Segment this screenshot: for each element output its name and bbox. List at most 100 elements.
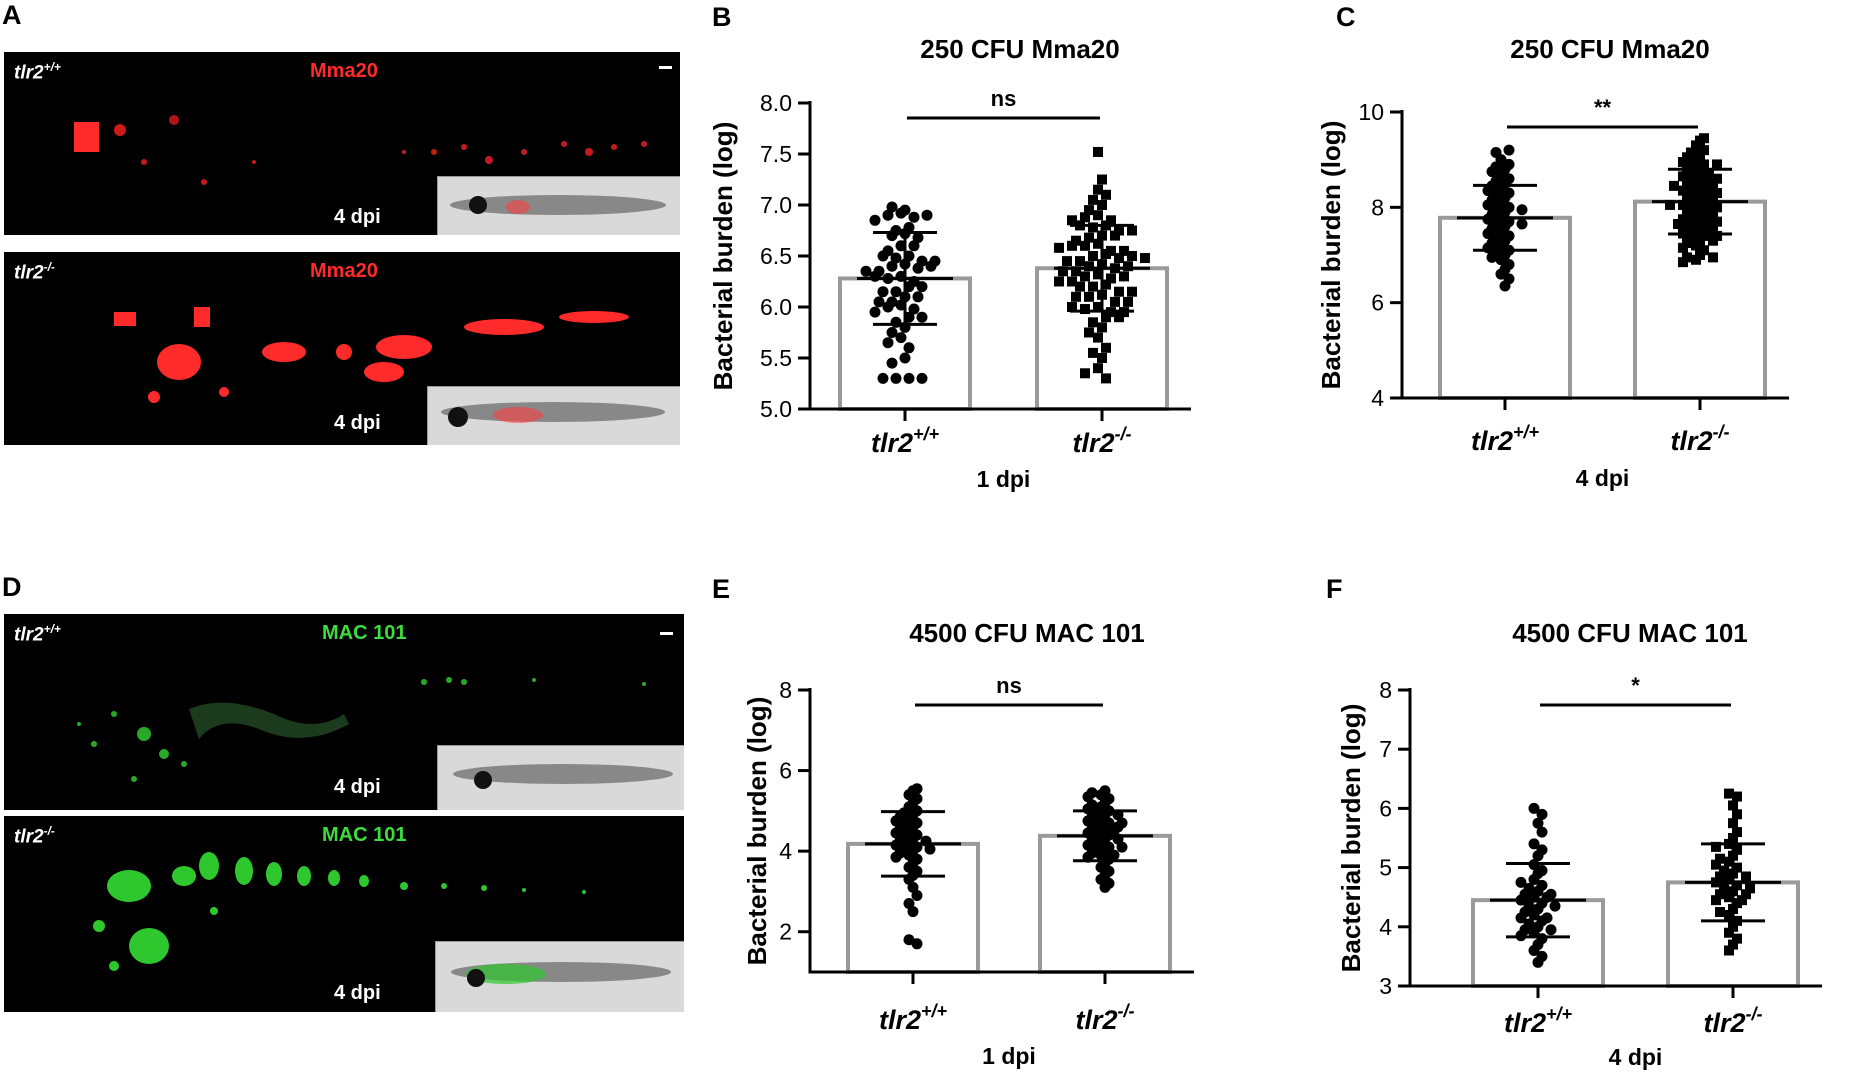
data-point	[1732, 791, 1742, 802]
x-axis-label: 4 dpi	[1576, 465, 1630, 491]
dpi-label: 4 dpi	[334, 776, 381, 798]
data-point	[1691, 154, 1701, 165]
data-point	[1708, 252, 1718, 263]
data-point	[903, 372, 915, 384]
data-point	[1114, 225, 1124, 236]
y-tick-label: 6.5	[760, 243, 792, 269]
data-point	[1106, 215, 1116, 226]
data-point	[1728, 800, 1738, 811]
data-point	[1711, 841, 1721, 852]
data-point	[873, 296, 885, 308]
data-point	[860, 265, 872, 277]
data-point	[1711, 859, 1721, 870]
y-axis-label: Bacterial burden (log)	[708, 122, 738, 391]
data-point	[911, 938, 923, 950]
data-point	[916, 372, 928, 384]
data-point	[1678, 257, 1688, 268]
brightfield-inset	[437, 745, 684, 810]
data-point	[907, 906, 919, 918]
y-axis-label: Bacterial burden (log)	[1336, 704, 1366, 973]
fluorescence-image	[114, 307, 629, 403]
data-point	[1067, 240, 1077, 251]
data-point	[1486, 166, 1498, 178]
y-tick-label: 8	[1379, 677, 1392, 703]
data-point	[1058, 266, 1068, 277]
data-point	[912, 262, 924, 274]
data-point	[1088, 281, 1098, 292]
y-tick-label: 7.5	[760, 141, 792, 167]
chart-title: 4500 CFU MAC 101	[909, 618, 1145, 648]
data-point	[1054, 276, 1064, 287]
data-point	[1515, 876, 1527, 888]
y-tick-label: 6.0	[760, 294, 792, 320]
scale-bar	[660, 632, 673, 635]
panel-letter-d: D	[2, 572, 22, 602]
data-point	[1088, 194, 1098, 205]
data-point	[908, 211, 920, 223]
data-point	[1691, 168, 1701, 179]
data-point	[1110, 230, 1120, 241]
data-point	[1075, 256, 1085, 267]
data-point	[1071, 266, 1081, 277]
data-point	[1127, 251, 1137, 261]
data-point	[1678, 242, 1688, 253]
data-point	[1099, 881, 1111, 893]
data-point	[882, 301, 894, 313]
data-point	[1097, 322, 1107, 333]
chart-c: C 250 CFU Mma20 Bacterial burden (log) 4 6 8 1…	[1316, 2, 1789, 491]
data-point	[1691, 140, 1701, 151]
data-point	[1728, 818, 1738, 829]
data-point	[1691, 226, 1701, 237]
x-tick-label: tlr2+/+	[879, 1001, 948, 1035]
dpi-label: 4 dpi	[334, 982, 381, 1004]
significance-label: *	[1631, 673, 1640, 698]
data-point	[890, 252, 902, 264]
data-point	[1084, 232, 1094, 243]
data-point	[1093, 302, 1103, 312]
data-point	[912, 232, 924, 244]
data-point	[890, 286, 902, 298]
data-point	[869, 306, 881, 318]
brightfield-inset	[437, 176, 680, 235]
data-point	[1503, 144, 1515, 156]
data-point	[908, 240, 920, 252]
data-point	[1093, 363, 1103, 374]
brightfield-inset	[427, 386, 680, 445]
data-point	[882, 337, 894, 349]
data-point	[877, 372, 889, 384]
data-point	[1093, 269, 1103, 280]
data-point	[1080, 240, 1090, 251]
data-point	[1728, 833, 1738, 843]
genotype-label: tlr2+/+	[14, 60, 61, 84]
panel-letter-a: A	[2, 0, 22, 30]
data-point	[1127, 286, 1137, 297]
data-point	[1528, 944, 1540, 956]
x-tick-label: tlr2-/-	[1075, 1001, 1134, 1035]
data-point	[1101, 342, 1111, 353]
data-point	[1724, 856, 1734, 867]
data-point	[1728, 921, 1738, 932]
y-axis-label: Bacterial burden (log)	[1316, 121, 1346, 390]
data-point	[1711, 895, 1721, 906]
data-point	[1084, 205, 1094, 216]
data-point	[924, 843, 936, 855]
data-point	[1516, 218, 1528, 230]
x-tick-label: tlr2+/+	[1504, 1004, 1573, 1038]
data-point	[1112, 821, 1124, 833]
y-tick-label: 5.5	[760, 345, 792, 371]
data-point	[890, 372, 902, 384]
y-tick-label: 2	[779, 919, 792, 945]
data-point	[1704, 168, 1714, 179]
y-tick-label: 3	[1379, 973, 1392, 999]
data-point	[886, 327, 898, 338]
data-point	[1732, 862, 1742, 873]
data-point	[929, 255, 941, 267]
data-point	[1110, 296, 1120, 307]
data-point	[916, 311, 928, 323]
panel-letter: B	[712, 2, 732, 32]
data-point	[1741, 871, 1751, 882]
data-point	[1123, 261, 1133, 272]
data-point	[1080, 304, 1090, 315]
chart-title: 250 CFU Mma20	[1510, 34, 1709, 64]
data-point	[1678, 171, 1688, 182]
